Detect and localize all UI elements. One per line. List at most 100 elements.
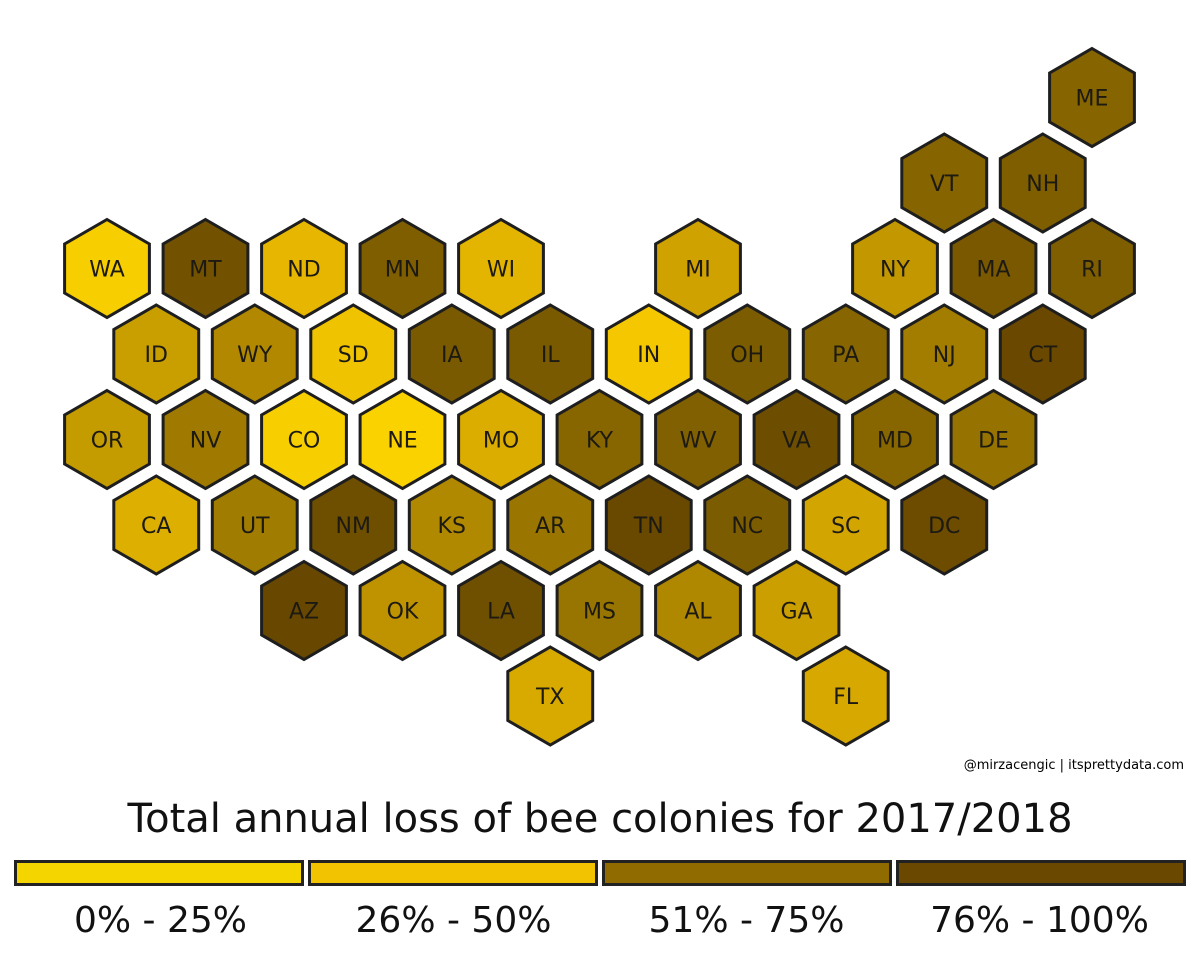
state-hexagon [604,474,693,576]
state-hexagon [457,388,545,491]
state-hexagon [506,645,595,747]
state-hexagon [260,217,348,320]
state-hexagon [604,303,693,405]
state-tile-ms: MS [555,559,644,662]
state-label: VT [930,172,959,197]
state-hexagon [506,474,595,576]
state-tile-or: OR [63,388,151,491]
state-label: MO [483,429,519,454]
state-hexagon [210,474,299,576]
credit-text: @mirzacengic | itsprettydata.com [963,758,1184,773]
state-label: NY [880,258,910,283]
legend-label-76-100: 76% - 100% [930,900,1149,941]
state-tile-va: VA [752,388,841,491]
state-tile-il: IL [506,303,595,405]
legend-label-51-75: 51% - 75% [648,900,845,941]
state-tile-id: ID [112,303,201,405]
state-label: AL [684,600,712,625]
state-tile-wa: WA [63,217,151,320]
state-label: ID [145,343,168,368]
state-tile-ny: NY [851,217,939,320]
state-label: AR [535,514,565,539]
state-tile-ia: IA [407,303,496,405]
state-hexagon [654,217,742,320]
state-hexagon [555,559,644,662]
state-hexagon [506,303,595,405]
state-hexagon [457,217,545,320]
legend-swatch-51-75 [602,860,892,886]
state-hexagon [801,474,890,576]
state-hexagon [801,645,890,747]
state-hexagon [260,559,348,662]
state-hexagon [407,474,496,576]
state-hexagon [703,303,792,405]
state-hexagon [63,217,151,320]
state-hexagon [998,132,1087,234]
state-tile-az: AZ [260,559,348,662]
state-label: VA [782,429,811,454]
state-label: MD [877,429,913,454]
state-hexagon [1048,46,1136,149]
state-label: AZ [289,600,319,625]
state-hexagon [654,559,742,662]
state-label: OK [387,600,419,625]
state-tile-md: MD [851,388,939,491]
state-hexagon [358,559,447,662]
state-label: DC [928,514,960,539]
state-tile-mt: MT [161,217,250,320]
state-tile-nd: ND [260,217,348,320]
state-tile-ok: OK [358,559,447,662]
state-label: WV [680,429,717,454]
state-label: RI [1081,258,1103,283]
state-label: WI [487,258,515,283]
state-tile-ri: RI [1048,217,1136,320]
legend-bar [14,860,1186,886]
state-label: NV [190,429,222,454]
state-tile-al: AL [654,559,742,662]
state-tile-fl: FL [801,645,890,747]
state-label: WA [89,258,125,283]
state-label: KS [438,514,466,539]
state-tile-mo: MO [457,388,545,491]
state-label: IA [441,343,463,368]
legend-label-26-50: 26% - 50% [355,900,552,941]
state-hexagon [112,474,201,576]
state-hexagon [457,559,545,662]
state-label: IL [541,343,560,368]
state-hexagon [900,132,989,234]
state-tile-mi: MI [654,217,742,320]
state-label: TX [535,685,565,710]
legend-swatch-26-50 [308,860,598,886]
state-hexagon [752,388,841,491]
state-tile-ut: UT [210,474,299,576]
state-tile-nc: NC [703,474,792,576]
state-hexagon [555,388,644,491]
state-hexagon [1048,217,1136,320]
state-hexagon [949,217,1038,320]
state-tile-tx: TX [506,645,595,747]
state-hexagon [851,388,939,491]
map-title: Total annual loss of bee colonies for 20… [127,796,1073,842]
state-label: SC [831,514,860,539]
state-label: NH [1026,172,1059,197]
state-label: NM [336,514,371,539]
state-label: MI [685,258,710,283]
legend-labels: 0% - 25% 26% - 50% 51% - 75% 76% - 100% [14,900,1186,941]
state-label: LA [487,600,515,625]
state-hexagon [358,388,447,491]
legend-swatch-0-25 [14,860,304,886]
state-hexagon [309,303,398,405]
state-label: MN [385,258,420,283]
state-tile-wv: WV [654,388,742,491]
state-tile-ct: CT [998,303,1087,405]
state-hexagon [161,217,250,320]
state-tile-tn: TN [604,474,693,576]
state-hexagon [309,474,398,576]
state-tile-me: ME [1048,46,1136,149]
state-tile-vt: VT [900,132,989,234]
hex-tile-map: ME VT NH WA MT ND MN WI MI NY MA RI ID WY SD IA IL IN OH PA… [63,46,1136,747]
state-label: NE [387,429,417,454]
state-label: ME [1076,87,1109,112]
state-label: UT [240,514,270,539]
state-label: SD [338,343,369,368]
